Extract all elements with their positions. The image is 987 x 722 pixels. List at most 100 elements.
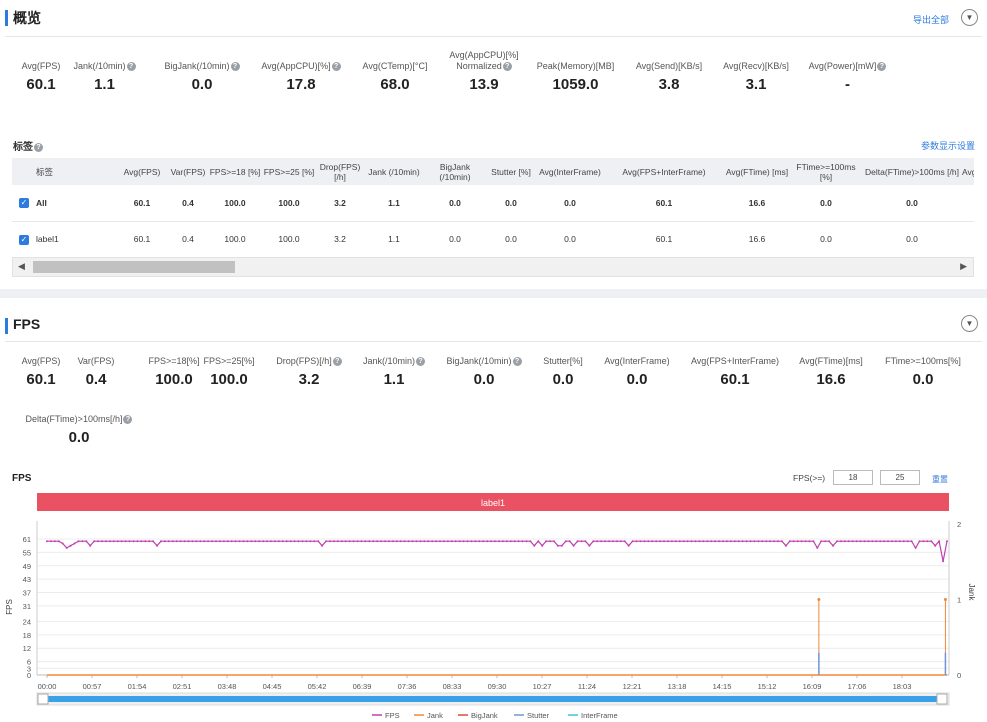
x-tick-label: 02:51 <box>173 682 192 691</box>
collapse-fps-button[interactable]: ▼ <box>961 315 978 332</box>
fps-point <box>305 540 308 543</box>
help-icon[interactable]: ? <box>34 142 43 152</box>
fps-point <box>631 540 634 543</box>
help-icon[interactable]: ? <box>332 357 342 367</box>
fps-point <box>745 540 748 543</box>
fps-threshold-input-1[interactable]: 18 <box>833 470 873 485</box>
help-icon[interactable]: ? <box>877 62 887 72</box>
fps-point <box>773 540 776 543</box>
fps-point <box>446 540 449 543</box>
scroll-thumb[interactable] <box>33 261 235 273</box>
help-icon[interactable]: ? <box>126 62 136 72</box>
fps-point <box>836 540 838 543</box>
fps-point <box>462 540 465 543</box>
fps-point <box>922 540 925 543</box>
fps-point <box>435 540 438 543</box>
legend-label[interactable]: InterFrame <box>581 711 618 720</box>
fps-point <box>753 540 756 543</box>
reset-link[interactable]: 重置 <box>932 475 948 484</box>
scroll-left-icon[interactable]: ◀ <box>18 261 25 271</box>
fps-point <box>784 544 787 547</box>
fps-point <box>887 540 889 543</box>
slider-handle-left[interactable] <box>37 693 49 705</box>
row-checkbox[interactable]: ✓ <box>19 234 29 245</box>
table-cell: 60.1 <box>116 221 168 258</box>
time-range-selection[interactable] <box>47 696 937 702</box>
table-row[interactable]: ✓ label1 60.1 0.4 100.0 100.0 3.2 1.1 0.0 0.0 0.0 6… <box>12 221 974 258</box>
metric-label-text: Avg(FPS) <box>21 356 61 366</box>
x-tick-label: 05:42 <box>308 682 327 691</box>
help-icon[interactable]: ? <box>331 62 341 72</box>
collapse-overview-button[interactable]: ▼ <box>961 9 978 26</box>
table-cell: 16.6 <box>724 185 790 222</box>
legend-label[interactable]: BigJank <box>471 711 498 720</box>
metric-label: Drop(FPS)[/h]? <box>268 356 350 367</box>
table-row[interactable]: ✓ All 60.1 0.4 100.0 100.0 3.2 1.1 0.0 0.0 0.0 60.1… <box>12 185 974 222</box>
fps-point <box>596 540 599 543</box>
fps-threshold-input-2[interactable]: 25 <box>880 470 920 485</box>
fps-point <box>293 540 296 543</box>
section-accent-bar <box>5 318 8 334</box>
fps-point <box>226 540 229 543</box>
help-icon[interactable]: ? <box>123 415 133 425</box>
fps-point <box>329 540 331 543</box>
fps-point <box>816 546 819 549</box>
row-checkbox-cell[interactable]: ✓ <box>12 221 36 258</box>
fps-point <box>808 540 811 543</box>
fps-point <box>411 540 414 543</box>
help-icon[interactable]: ? <box>230 62 240 72</box>
table-horizontal-scrollbar[interactable]: ◀ ▶ <box>12 257 974 277</box>
fps-point <box>509 540 512 543</box>
fps-point <box>702 540 705 543</box>
export-all-link[interactable]: 导出全部 <box>913 15 950 25</box>
legend-label[interactable]: FPS <box>385 711 400 720</box>
metric-value: 1.1 <box>94 76 115 93</box>
fps-point <box>81 540 84 543</box>
fps-point <box>946 540 948 543</box>
fps-point <box>765 540 768 543</box>
metric-label-text: Avg(AppCPU)[%] <box>261 61 331 71</box>
fps-point <box>297 540 300 543</box>
param-settings-link[interactable]: 参数显示设置 <box>921 141 976 151</box>
fps-point <box>643 540 646 543</box>
metric-value: 16.6 <box>816 371 846 388</box>
fps-point <box>710 540 713 543</box>
metric-value: 13.9 <box>469 76 499 93</box>
fps-point <box>199 540 202 543</box>
label-band[interactable] <box>37 493 949 511</box>
y2-axis-label: Jank <box>967 584 976 602</box>
legend-label[interactable]: Jank <box>427 711 443 720</box>
scroll-right-icon[interactable]: ▶ <box>960 261 967 271</box>
fps-point <box>722 540 724 543</box>
fps-point <box>568 540 571 543</box>
fps_section.metrics_row1-metric: FTime>=100ms[%] 0.0 <box>878 356 968 388</box>
column-header: FPS>=25 [%] <box>262 158 316 185</box>
fps-point <box>140 540 143 543</box>
y-tick-label: 37 <box>23 589 31 598</box>
row-checkbox[interactable]: ✓ <box>19 198 29 209</box>
fps-point <box>600 540 603 543</box>
metric-label-text: Avg(AppCPU)[%] Normalized <box>449 50 519 71</box>
fps-point <box>698 540 701 543</box>
overview-header: 概览 导出全部 ▼ <box>0 2 987 32</box>
column-header: Avg(FTime) [ms] <box>724 158 790 185</box>
metric-label-text: Avg(Send)[KB/s] <box>635 61 703 71</box>
fps-point <box>800 540 803 543</box>
fps-point <box>875 540 878 543</box>
slider-handle-right[interactable] <box>936 693 948 705</box>
fps-point <box>576 540 579 543</box>
fps-point <box>301 540 304 543</box>
metric-value: 0.0 <box>473 371 495 388</box>
metric-label-text: Var(FPS) <box>77 356 115 366</box>
row-checkbox-cell[interactable]: ✓ <box>12 185 36 222</box>
help-icon[interactable]: ? <box>512 357 522 367</box>
fps-point <box>914 546 917 549</box>
help-icon[interactable]: ? <box>416 357 426 367</box>
help-icon[interactable]: ? <box>502 62 512 72</box>
metric-value: 100.0 <box>155 371 193 388</box>
fps-point <box>930 540 933 543</box>
x-tick-label: 14:15 <box>713 682 732 691</box>
table-cell: 0.0 <box>536 221 604 258</box>
legend-label[interactable]: Stutter <box>527 711 550 720</box>
